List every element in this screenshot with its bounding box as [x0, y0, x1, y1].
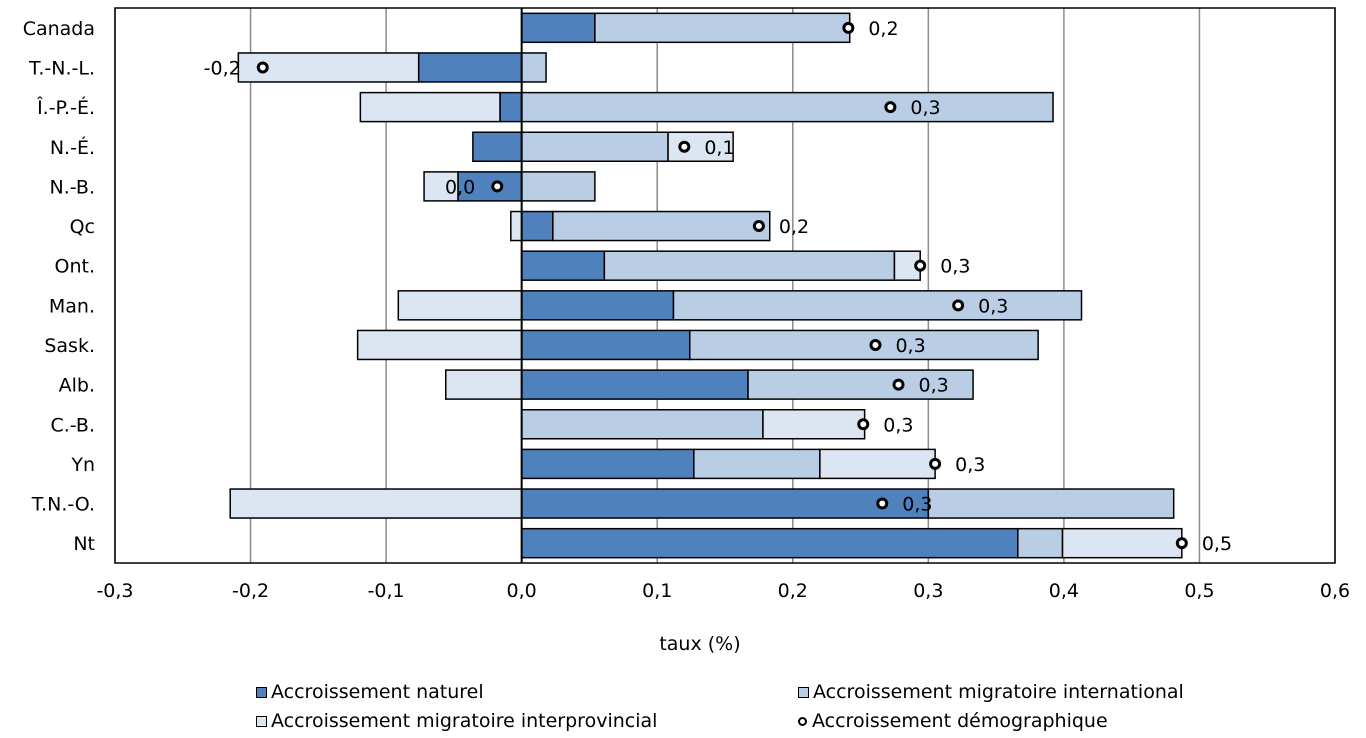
- data-label: 0,3: [895, 335, 925, 357]
- y-category-label: Qc: [70, 216, 95, 238]
- x-tick-label: -0,1: [368, 580, 405, 602]
- data-label: 0,3: [919, 375, 949, 397]
- data-label: 0,3: [883, 414, 913, 436]
- bar-segment: [689, 329, 1039, 361]
- legend-marker-icon: [798, 716, 807, 726]
- y-category-label: Yn: [70, 454, 95, 476]
- marker-point: [678, 140, 691, 153]
- data-label: 0,2: [868, 18, 898, 40]
- legend-swatch-naturel: [256, 686, 267, 698]
- bar-segment: [672, 290, 1083, 321]
- marker-point: [929, 457, 942, 470]
- bar-segment: [457, 171, 523, 202]
- legend-swatch-interprovincial: [256, 715, 267, 727]
- bar-segment: [520, 527, 1019, 559]
- marker-point: [857, 418, 870, 431]
- marker-point: [876, 497, 889, 510]
- bar-segment: [693, 448, 821, 480]
- bar-segment: [594, 12, 851, 44]
- labels: 0,2 -0,2 0,3 0,1 0,0 0,2 0,3 0,3 0,3 0,3 0,3 0,3 0,3…: [204, 18, 1232, 555]
- marker-point: [884, 101, 897, 114]
- bar-segment: [520, 131, 669, 162]
- y-category-label: T.-N.-L.: [28, 57, 95, 79]
- y-category-label: Alb.: [59, 375, 95, 397]
- x-tick-label: 0,4: [1049, 580, 1079, 602]
- marker-point: [752, 220, 765, 233]
- marker-point: [1175, 537, 1188, 550]
- legend-item-demographique: Accroissement démographique: [798, 710, 1108, 732]
- data-label: -0,2: [204, 57, 241, 79]
- x-tick-label: -0,3: [96, 580, 133, 602]
- x-axis-title: taux (%): [659, 633, 740, 655]
- marker-point: [256, 61, 269, 74]
- marker-point: [491, 180, 504, 193]
- data-label: 0,5: [1202, 533, 1232, 555]
- bar-segment: [520, 171, 596, 202]
- plot-border: [114, 7, 1336, 564]
- bar-segment: [229, 488, 523, 519]
- bar-segment: [520, 250, 606, 281]
- x-tick-label: 0,0: [507, 580, 537, 602]
- legend-label: Accroissement démographique: [812, 710, 1108, 732]
- y-category-label: Î.-P.-É.: [36, 96, 95, 119]
- bar-segment: [445, 369, 523, 400]
- y-category-label: Ont.: [55, 256, 96, 278]
- x-tick-label: 0,2: [778, 580, 808, 602]
- data-label: 0,3: [940, 256, 970, 278]
- data-label: 0,3: [978, 295, 1008, 317]
- bar-segment: [747, 369, 974, 400]
- markers: [256, 21, 1188, 550]
- marker-point: [892, 378, 905, 391]
- marker-point: [869, 338, 882, 351]
- data-label: 0,3: [955, 454, 985, 476]
- bar-segment: [423, 171, 459, 202]
- legend-swatch-international: [798, 686, 809, 698]
- data-label: 0,2: [779, 216, 809, 238]
- y-category-label: N.-B.: [49, 176, 95, 198]
- y-category-label: C.-B.: [50, 414, 95, 436]
- x-tick-label: 0,6: [1320, 580, 1350, 602]
- bar-segment: [237, 52, 420, 83]
- bar-segment: [397, 290, 523, 321]
- legend-label: Accroissement naturel: [271, 681, 484, 703]
- legend-item-naturel: Accroissement naturel: [256, 681, 484, 703]
- data-label: 0,3: [910, 97, 940, 119]
- bar-segment: [927, 488, 1175, 519]
- bar-segment: [356, 329, 523, 361]
- legend-item-interprovincial: Accroissement migratoire interprovincial: [256, 710, 657, 732]
- legend-item-international: Accroissement migratoire international: [798, 681, 1184, 703]
- x-tick-label: 0,1: [642, 580, 672, 602]
- bar-segment: [552, 210, 771, 242]
- y-category-label: T.N.-O.: [31, 494, 95, 516]
- y-category-label: N.-É.: [50, 136, 95, 159]
- data-label: 0,1: [704, 137, 734, 159]
- bar-segment: [762, 409, 866, 440]
- x-tick-label: 0,3: [913, 580, 943, 602]
- bar-segment: [520, 369, 749, 400]
- marker-point: [842, 21, 855, 34]
- marker-point: [914, 259, 927, 272]
- y-category-label: Nt: [73, 533, 95, 555]
- y-category-label: Sask.: [44, 335, 95, 357]
- data-label: 0,3: [902, 494, 932, 516]
- legend-label: Accroissement migratoire interprovincial: [271, 710, 658, 732]
- marker-point: [952, 299, 965, 312]
- bars: [229, 12, 1183, 559]
- bar-segment: [520, 329, 691, 361]
- bar-segment: [520, 409, 764, 440]
- bar-segment: [359, 91, 501, 123]
- x-tick-label: -0,2: [232, 580, 269, 602]
- legend-label: Accroissement migratoire international: [813, 681, 1184, 703]
- x-tick-label: 0,5: [1184, 580, 1214, 602]
- y-category-label: Man.: [49, 295, 95, 317]
- bar-segment: [1061, 527, 1183, 559]
- axes: -0,3 -0,2 -0,1 0,0 0,1 0,2 0,3 0,4 0,5 0,6 Canada T…: [23, 7, 1350, 602]
- y-category-label: Canada: [23, 18, 95, 40]
- data-label: 0,0: [445, 176, 475, 198]
